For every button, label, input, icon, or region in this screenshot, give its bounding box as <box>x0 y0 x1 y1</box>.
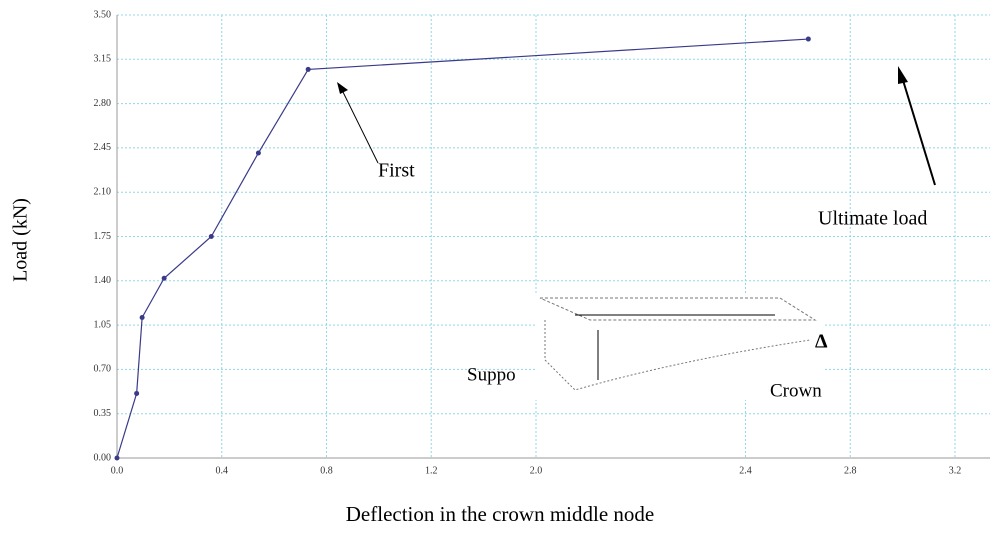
inset-slab <box>539 297 817 321</box>
annotation: Suppo <box>467 364 516 385</box>
y-tick-label: 0.70 <box>94 364 112 375</box>
arrowhead <box>337 82 348 94</box>
y-tick-label: 1.75 <box>94 231 112 242</box>
y-tick-label: 1.40 <box>94 275 112 286</box>
inset-arch <box>544 320 811 391</box>
series-line <box>116 38 809 459</box>
x-tick-label: 1.2 <box>425 465 438 476</box>
point <box>255 150 261 156</box>
x-tick-label: 2.0 <box>530 465 543 476</box>
arrowhead <box>898 66 908 84</box>
x-tick-label: 3.2 <box>949 465 962 476</box>
annotation: Ultimate load <box>818 208 927 230</box>
y-tick-label: 2.80 <box>94 98 112 109</box>
x-axis-label: Deflection in the crown middle node <box>346 502 655 526</box>
arrows <box>337 66 936 186</box>
y-axis-label: Load (kN) <box>10 198 32 282</box>
point <box>139 315 145 321</box>
point <box>161 275 167 281</box>
y-tick-label: 1.05 <box>94 319 112 330</box>
point <box>134 390 140 396</box>
y-tick-label: 2.10 <box>94 186 112 197</box>
point <box>305 66 311 72</box>
arrow <box>901 76 936 186</box>
inset-bg <box>535 295 825 400</box>
y-tick-label: 0.35 <box>94 408 112 419</box>
y-tick-label: 3.15 <box>94 54 112 65</box>
annotation: Crown <box>770 380 822 401</box>
arrow <box>341 89 379 164</box>
y-tick-label: 3.50 <box>94 9 112 20</box>
point <box>805 36 811 42</box>
x-tick-label: 0.8 <box>320 465 333 476</box>
x-tick-label: 2.4 <box>739 465 752 476</box>
y-tick-label: 2.45 <box>94 142 112 153</box>
x-tick-label: 2.8 <box>844 465 857 476</box>
inset-diagram <box>535 295 825 400</box>
y-tick-label: 0.00 <box>94 452 112 463</box>
point <box>114 455 120 461</box>
annotation: First <box>378 160 415 182</box>
point <box>208 234 214 239</box>
x-tick-label: 0.4 <box>216 465 229 476</box>
x-tick-label: 0.0 <box>111 465 124 476</box>
annotation: Δ <box>815 331 828 353</box>
